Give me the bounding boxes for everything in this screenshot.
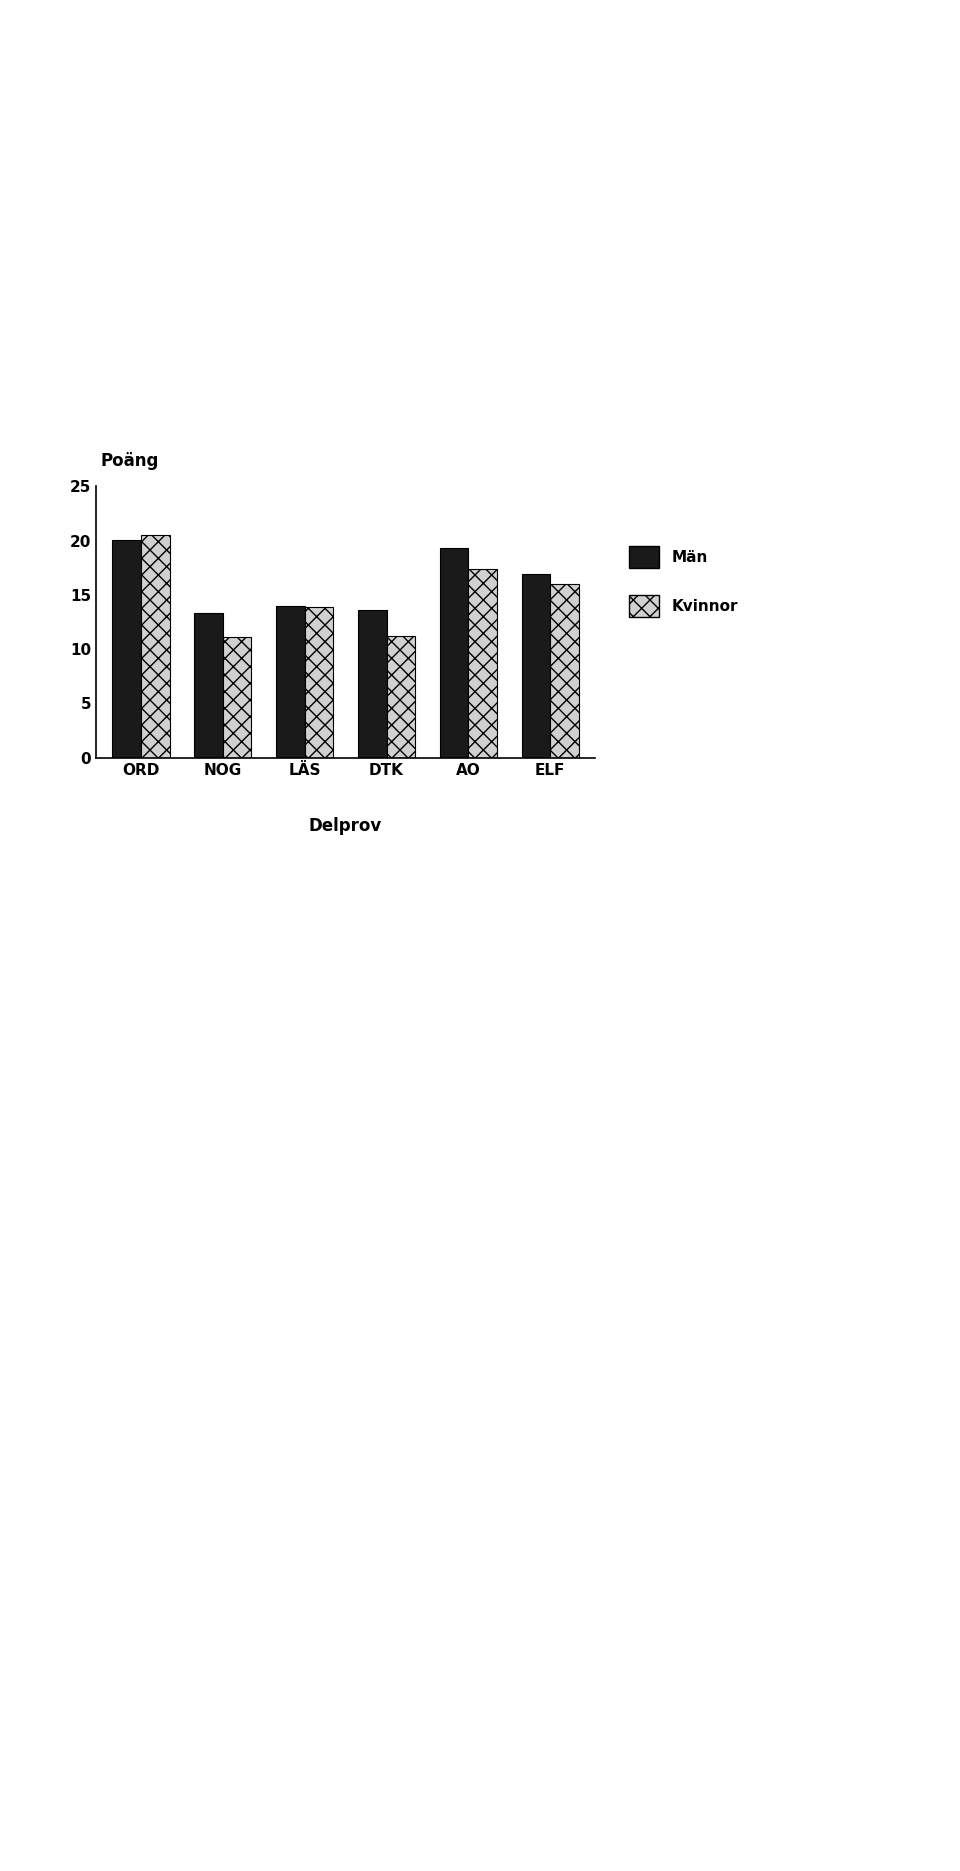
Bar: [468, 569, 497, 758]
Bar: [112, 539, 141, 758]
Bar: [440, 548, 468, 758]
Bar: [194, 614, 223, 758]
Text: Poäng: Poäng: [100, 453, 158, 470]
Bar: [223, 638, 252, 758]
Bar: [550, 584, 579, 758]
Text: Delprov: Delprov: [309, 818, 382, 836]
Bar: [358, 610, 387, 758]
Bar: [387, 636, 415, 758]
Bar: [276, 606, 304, 758]
Legend: Män, Kvinnor: Män, Kvinnor: [623, 541, 744, 623]
Bar: [141, 535, 170, 758]
Bar: [304, 606, 333, 758]
Bar: [521, 574, 550, 758]
